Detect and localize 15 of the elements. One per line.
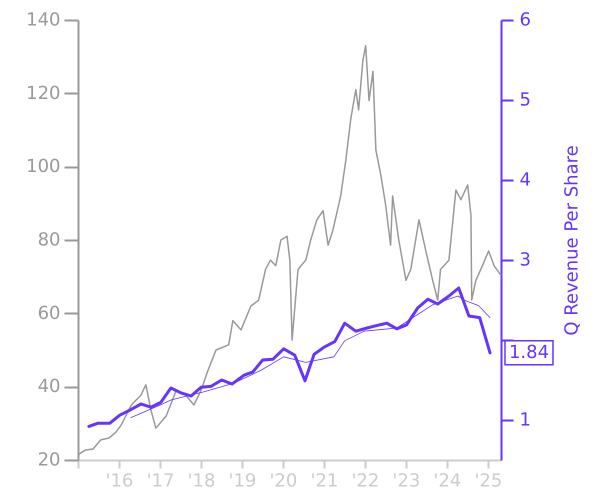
- y-tick-label: 100: [26, 156, 60, 178]
- y2-tick-label: 5: [520, 90, 531, 110]
- y2-axis-title: Q Revenue Per Share: [562, 145, 582, 336]
- y-tick-label: 140: [26, 10, 60, 30]
- data-label: 1.84: [508, 342, 550, 363]
- y-tick-label: 60: [38, 302, 60, 324]
- y2-tick-label: 3: [520, 250, 531, 270]
- y2-tick-label: 6: [520, 10, 531, 30]
- y-tick-label: 40: [38, 376, 60, 398]
- y-tick-label: 20: [38, 450, 60, 470]
- y-tick-label: 120: [26, 82, 60, 104]
- y2-tick-label: 1: [520, 410, 531, 430]
- y2-tick-label: 4: [520, 170, 531, 190]
- line-series: [87, 286, 492, 428]
- y-tick-label: 80: [38, 230, 60, 250]
